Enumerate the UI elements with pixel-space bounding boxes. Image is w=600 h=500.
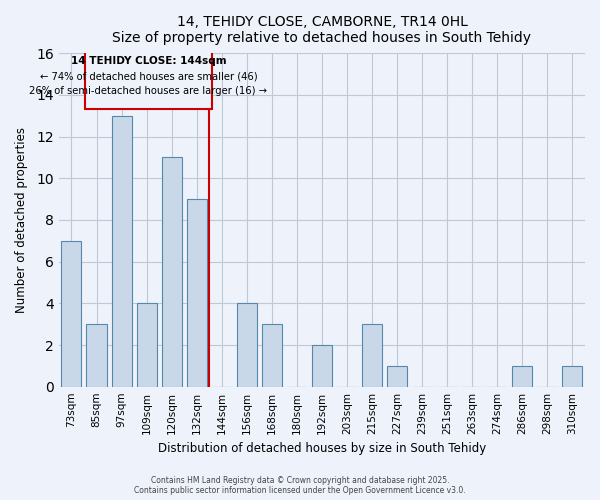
Bar: [562, 366, 583, 386]
Text: 26% of semi-detached houses are larger (16) →: 26% of semi-detached houses are larger (…: [29, 86, 268, 96]
Text: Contains HM Land Registry data © Crown copyright and database right 2025.
Contai: Contains HM Land Registry data © Crown c…: [134, 476, 466, 495]
X-axis label: Distribution of detached houses by size in South Tehidy: Distribution of detached houses by size …: [158, 442, 486, 455]
Bar: [137, 304, 157, 386]
Bar: [512, 366, 532, 386]
Bar: [112, 116, 131, 386]
Bar: [387, 366, 407, 386]
Bar: [262, 324, 282, 386]
Text: 14 TEHIDY CLOSE: 144sqm: 14 TEHIDY CLOSE: 144sqm: [71, 56, 226, 66]
Text: ← 74% of detached houses are smaller (46): ← 74% of detached houses are smaller (46…: [40, 71, 257, 81]
Bar: [86, 324, 107, 386]
Bar: [61, 241, 82, 386]
Y-axis label: Number of detached properties: Number of detached properties: [15, 127, 28, 313]
FancyBboxPatch shape: [85, 51, 212, 108]
Bar: [187, 199, 207, 386]
Bar: [161, 158, 182, 386]
Bar: [312, 345, 332, 387]
Bar: [362, 324, 382, 386]
Bar: [237, 304, 257, 386]
Title: 14, TEHIDY CLOSE, CAMBORNE, TR14 0HL
Size of property relative to detached house: 14, TEHIDY CLOSE, CAMBORNE, TR14 0HL Siz…: [112, 15, 532, 45]
